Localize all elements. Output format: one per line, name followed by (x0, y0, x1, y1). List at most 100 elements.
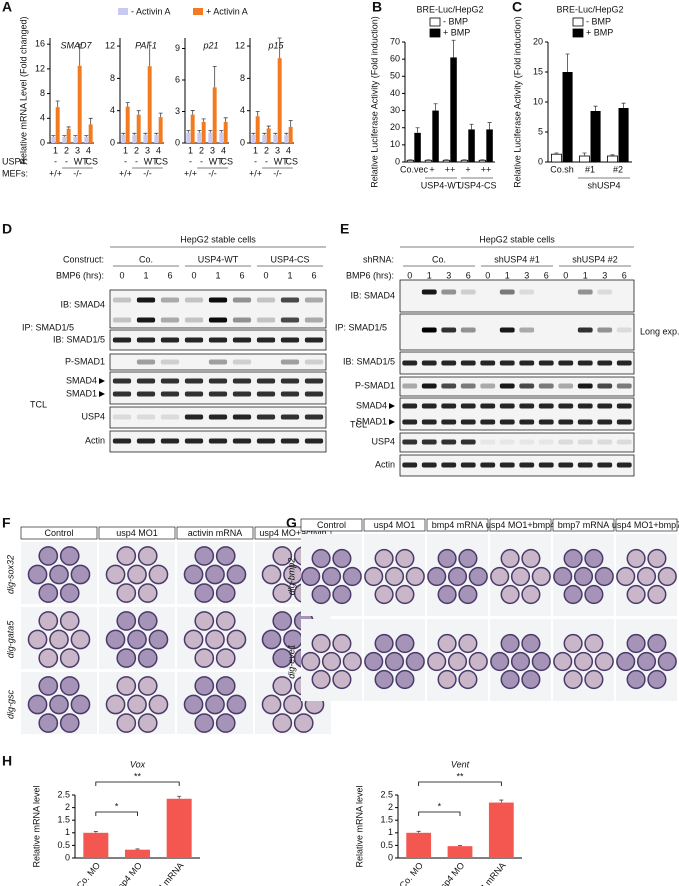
column-header-box (176, 526, 254, 540)
mefs-label: +/+ (184, 168, 197, 178)
x-tick-label: 1 (253, 145, 258, 155)
band (519, 403, 535, 409)
band (421, 419, 437, 425)
band (232, 317, 252, 323)
time-label: 1 (287, 270, 292, 280)
x-tick-label: 3 (275, 145, 280, 155)
column-header-box (615, 518, 678, 532)
bar (273, 134, 278, 143)
error-bar (55, 100, 60, 108)
bar (288, 126, 293, 143)
row-label: USP4: (2, 156, 28, 166)
error-bar (255, 111, 260, 117)
embryo (364, 566, 384, 587)
blot-frame (109, 371, 327, 405)
time-label: 1 (427, 270, 432, 280)
bar (262, 134, 267, 143)
legend-label: - BMP (586, 16, 611, 26)
band (280, 297, 300, 303)
embryo (374, 548, 394, 569)
band (160, 391, 180, 397)
error-bar (433, 103, 438, 111)
bar (219, 132, 224, 143)
band (160, 337, 180, 343)
embryo (194, 583, 215, 603)
bar (255, 116, 260, 143)
column-header: activin mRNA (188, 528, 243, 538)
embryo (311, 548, 331, 569)
blot-header: HepG2 stable cells (479, 234, 555, 244)
band (280, 438, 300, 444)
band (441, 360, 457, 366)
band (421, 439, 437, 445)
y-tick-label: 0 (110, 137, 115, 147)
y-tick-label: 8 (110, 73, 115, 83)
band (232, 391, 252, 397)
embryo (127, 629, 147, 650)
embryo (226, 694, 247, 715)
band (160, 378, 180, 384)
bar (51, 136, 56, 143)
x-tick-label: 2 (264, 145, 269, 155)
usp4-label: CS (221, 156, 234, 166)
error-bar (125, 102, 130, 107)
legend-swatch (118, 8, 128, 15)
x-tick-label: 2 (199, 145, 204, 155)
bar (154, 134, 159, 143)
row-label: Actin (375, 459, 395, 469)
legend-label: + Activin A (206, 6, 248, 16)
embryo (594, 651, 614, 672)
x-tick-label: usp4 MO (113, 860, 144, 886)
y-tick-label: 1 (388, 827, 393, 837)
embryo (116, 611, 137, 631)
error-bar (487, 122, 492, 130)
band (136, 337, 156, 343)
band (304, 378, 324, 384)
x-tick-label: #1 (585, 164, 595, 174)
group-row-label: shRNA: (363, 254, 394, 264)
usp4-label: WT (144, 156, 158, 166)
embryo (59, 648, 80, 668)
time-label: 3 (446, 270, 451, 280)
band (480, 439, 496, 445)
embryo (427, 651, 447, 672)
blot-frame (109, 353, 327, 371)
band (421, 327, 437, 333)
error-bar (77, 43, 82, 66)
band (616, 419, 632, 425)
band (597, 462, 613, 468)
band (538, 403, 554, 409)
y-axis-label: Relative mRNA level (31, 785, 41, 867)
embryo (616, 566, 636, 587)
band (280, 317, 300, 323)
bar (486, 129, 493, 162)
column-header: Control (44, 528, 73, 538)
bar (208, 132, 213, 143)
embryo (626, 584, 646, 605)
blot-header: HepG2 stable cells (180, 234, 256, 244)
band (304, 359, 324, 365)
band (112, 391, 132, 397)
band (421, 360, 437, 366)
error-bar (186, 130, 191, 133)
band (304, 438, 324, 444)
band (304, 297, 324, 303)
y-tick-label: 0 (395, 156, 400, 166)
band (499, 383, 515, 389)
y-tick-label: 10 (533, 96, 543, 106)
band (597, 403, 613, 409)
band (597, 327, 613, 333)
error-bar (177, 795, 182, 799)
embryo (137, 713, 158, 733)
x-tick-label: 1 (123, 145, 128, 155)
usp4-label: WT (209, 156, 223, 166)
bar (468, 129, 475, 162)
embryo (137, 611, 158, 631)
embryo (205, 564, 225, 585)
band (616, 327, 632, 333)
band (160, 297, 180, 303)
embryo (657, 651, 677, 672)
error-bar (154, 132, 159, 135)
x-tick-label: Co.sh (550, 164, 574, 174)
embryo (647, 584, 667, 605)
